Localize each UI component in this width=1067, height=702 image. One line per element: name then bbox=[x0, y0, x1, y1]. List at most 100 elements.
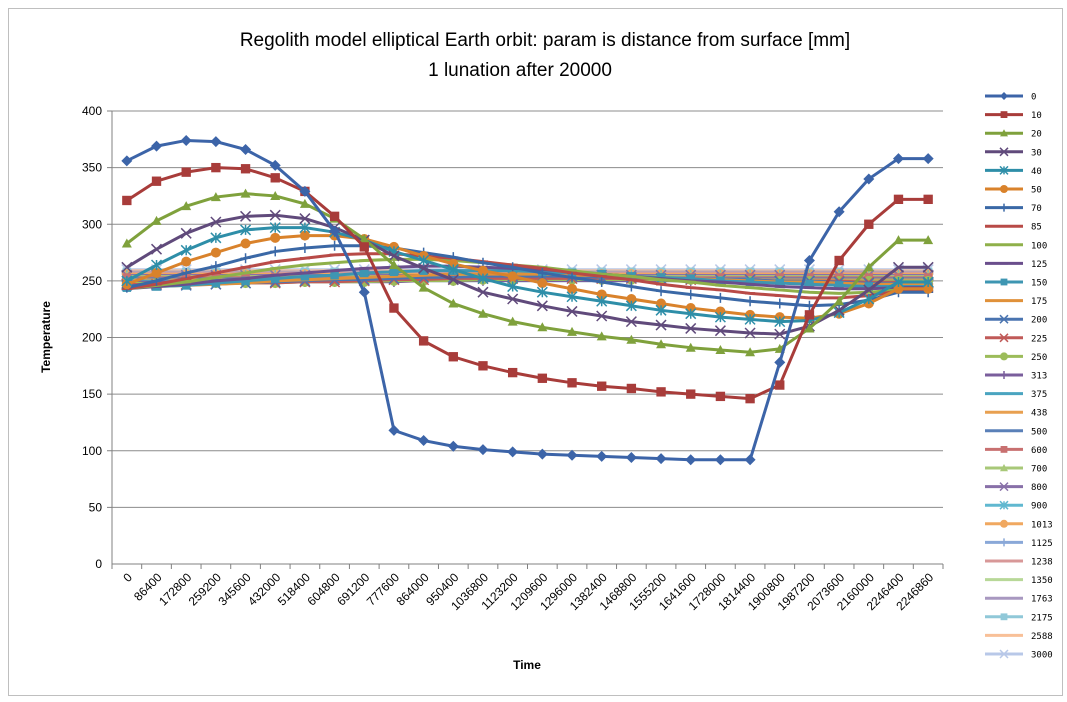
data-point bbox=[121, 155, 133, 167]
data-point bbox=[804, 286, 815, 289]
data-point bbox=[834, 292, 845, 295]
y-tick-label: 50 bbox=[89, 500, 103, 514]
data-point bbox=[656, 387, 666, 397]
legend-label: 313 bbox=[1031, 372, 1047, 382]
data-point bbox=[1000, 352, 1008, 361]
data-point bbox=[241, 276, 250, 286]
data-point bbox=[210, 136, 222, 148]
data-point bbox=[329, 225, 341, 237]
legend-label: 40 bbox=[1031, 167, 1042, 177]
data-point bbox=[359, 259, 370, 262]
legend-item: 500 bbox=[985, 427, 1047, 437]
data-point bbox=[626, 293, 637, 304]
series-0 bbox=[121, 134, 934, 466]
y-tick-label: 400 bbox=[82, 104, 102, 118]
legend-label: 900 bbox=[1031, 502, 1047, 512]
legend-label: 2175 bbox=[1031, 613, 1053, 623]
data-point bbox=[774, 356, 786, 368]
data-point bbox=[1000, 446, 1008, 453]
legend-item: 85 bbox=[985, 223, 1042, 233]
axes bbox=[107, 110, 944, 569]
data-point bbox=[685, 454, 697, 466]
data-point bbox=[507, 367, 518, 378]
legend-item: 150 bbox=[985, 279, 1047, 289]
data-point bbox=[745, 393, 755, 404]
data-point bbox=[567, 378, 577, 388]
legend-label: 1763 bbox=[1031, 595, 1053, 605]
gridlines bbox=[112, 110, 943, 565]
data-point bbox=[1000, 185, 1008, 193]
data-point bbox=[1000, 299, 1008, 302]
data-point bbox=[507, 271, 518, 282]
legend-item: 1763 bbox=[985, 595, 1053, 605]
data-point bbox=[744, 327, 756, 339]
y-tick-label: 350 bbox=[82, 161, 102, 175]
data-point bbox=[804, 323, 815, 333]
data-point bbox=[329, 253, 340, 257]
data-point bbox=[893, 194, 904, 205]
legend-item: 800 bbox=[985, 482, 1047, 493]
data-point bbox=[744, 313, 756, 325]
data-point bbox=[389, 303, 399, 313]
x-axis-title: Time bbox=[513, 658, 541, 672]
legend-item: 0 bbox=[985, 92, 1036, 103]
data-point bbox=[626, 278, 637, 281]
legend-label: 2588 bbox=[1031, 632, 1053, 642]
data-point bbox=[923, 283, 934, 294]
data-point bbox=[270, 232, 281, 243]
x-tick-label: 0 bbox=[120, 570, 135, 585]
legend-label: 100 bbox=[1031, 241, 1047, 251]
data-point bbox=[626, 383, 637, 394]
data-point bbox=[151, 215, 162, 225]
data-point bbox=[834, 287, 845, 291]
data-point bbox=[597, 381, 607, 391]
data-point bbox=[418, 264, 429, 268]
data-point bbox=[745, 283, 756, 286]
data-point bbox=[685, 322, 697, 334]
data-point bbox=[596, 310, 608, 322]
data-point bbox=[388, 424, 400, 436]
data-point bbox=[210, 276, 221, 279]
data-point bbox=[181, 267, 192, 278]
data-point bbox=[389, 267, 399, 277]
series-line bbox=[126, 138, 929, 462]
data-point bbox=[999, 314, 1009, 324]
data-point bbox=[299, 185, 311, 197]
data-point bbox=[477, 444, 489, 456]
series-line bbox=[126, 272, 929, 289]
data-point bbox=[656, 286, 667, 297]
data-point bbox=[536, 300, 548, 312]
data-point bbox=[863, 262, 874, 272]
data-point bbox=[774, 328, 786, 340]
data-point bbox=[625, 300, 637, 312]
legend-item: 20 bbox=[985, 129, 1042, 140]
data-point bbox=[507, 316, 518, 326]
data-point bbox=[596, 275, 607, 278]
chart-title: Regolith model elliptical Earth orbit: p… bbox=[240, 30, 850, 51]
data-point bbox=[447, 440, 459, 452]
data-point bbox=[566, 305, 578, 317]
data-point bbox=[567, 326, 578, 336]
legend-item: 3000 bbox=[985, 649, 1053, 661]
data-point bbox=[1000, 634, 1008, 637]
data-point bbox=[270, 260, 281, 263]
legend-label: 1350 bbox=[1031, 576, 1053, 586]
data-point bbox=[210, 232, 222, 244]
series-line bbox=[126, 213, 929, 336]
data-point bbox=[715, 280, 726, 284]
data-point bbox=[685, 289, 696, 300]
series-line bbox=[126, 226, 929, 324]
data-point bbox=[418, 336, 429, 346]
legend-item: 1125 bbox=[985, 538, 1053, 549]
legend-label: 700 bbox=[1031, 465, 1047, 475]
data-point bbox=[864, 282, 874, 291]
data-point bbox=[1000, 92, 1008, 100]
data-point bbox=[447, 264, 459, 276]
data-point bbox=[388, 260, 399, 270]
data-point bbox=[923, 235, 934, 245]
data-point bbox=[418, 282, 429, 292]
data-point bbox=[1000, 392, 1008, 395]
data-point bbox=[686, 389, 696, 399]
legend-item: 50 bbox=[985, 185, 1042, 196]
data-point bbox=[804, 310, 815, 320]
